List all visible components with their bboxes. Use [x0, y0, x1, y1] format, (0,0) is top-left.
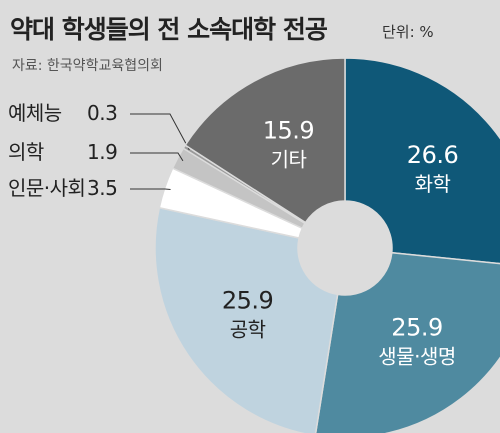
slice-category-label: 생물·생명	[378, 344, 455, 368]
callout-category-label: 인문·사회	[8, 176, 85, 200]
callout-value-label: 0.3	[87, 101, 117, 125]
callout-leader-line	[130, 152, 184, 162]
slice-value-label: 25.9	[391, 313, 442, 341]
slice-category-label: 공학	[230, 318, 266, 342]
slice-value-label: 26.6	[407, 141, 458, 169]
unit-label: 단위: %	[382, 23, 434, 41]
callout-leader-line	[130, 113, 190, 151]
callout-category-label: 의학	[8, 140, 44, 164]
slice-value-label: 15.9	[263, 116, 314, 144]
callout-value-label: 3.5	[87, 176, 117, 200]
source-note: 자료: 한국약학교육협의회	[12, 58, 163, 74]
callout-value-label: 1.9	[87, 140, 117, 164]
pie-slice	[344, 57, 500, 265]
pie-slice	[154, 206, 339, 433]
slice-category-label: 화학	[415, 172, 451, 196]
slice-value-label: 25.9	[222, 287, 273, 315]
pie-slice	[314, 251, 500, 433]
slice-category-label: 기타	[271, 147, 307, 171]
chart-title: 약대 학생들의 전 소속대학 전공	[10, 15, 328, 44]
callout-category-label: 예체능	[8, 101, 62, 125]
pie-slice	[184, 57, 346, 224]
